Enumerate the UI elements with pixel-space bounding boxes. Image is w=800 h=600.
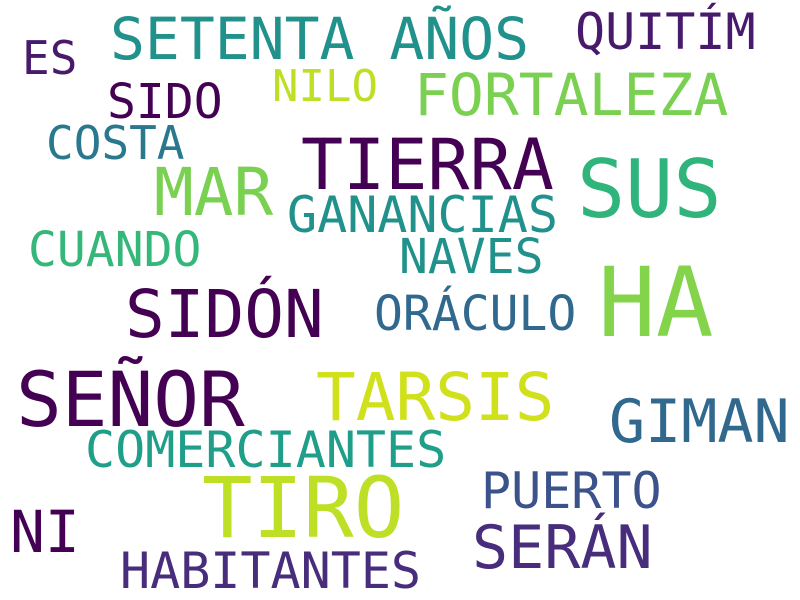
word-quitim: QUITÍM [575,3,756,61]
word-senor: SEÑOR [16,355,245,444]
word-mar: MAR [154,154,274,231]
word-giman: GIMAN [609,387,790,457]
word-puerto: PUERTO [481,462,662,520]
word-ha: HA [598,247,714,359]
word-sus: SUS [577,143,722,236]
word-es: ES [22,31,78,85]
word-fortaleza: FORTALEZA [414,61,729,129]
word-cuando: CUANDO [28,222,202,278]
word-comerciantes: COMERCIANTES [85,421,447,479]
word-oraculo: ORÁCULO [374,286,577,342]
word-setenta-anos: SETENTA AÑOS [110,5,530,73]
word-tiro: TIRO [202,459,405,557]
word-seran: SERÁN [472,513,653,583]
word-sidon: SIDÓN [125,276,324,353]
word-sido: SIDO [107,74,223,130]
word-ni: NI [10,498,80,566]
word-ganancias: GANANCIAS [287,186,558,244]
word-nilo: NILO [272,61,378,112]
word-naves: NAVES [399,229,544,285]
word-tierra: TIERRA [301,124,554,206]
word-costa: COSTA [46,116,185,170]
word-habitantes: HABITANTES [120,542,422,600]
word-tarsis: TARSIS [316,359,555,436]
